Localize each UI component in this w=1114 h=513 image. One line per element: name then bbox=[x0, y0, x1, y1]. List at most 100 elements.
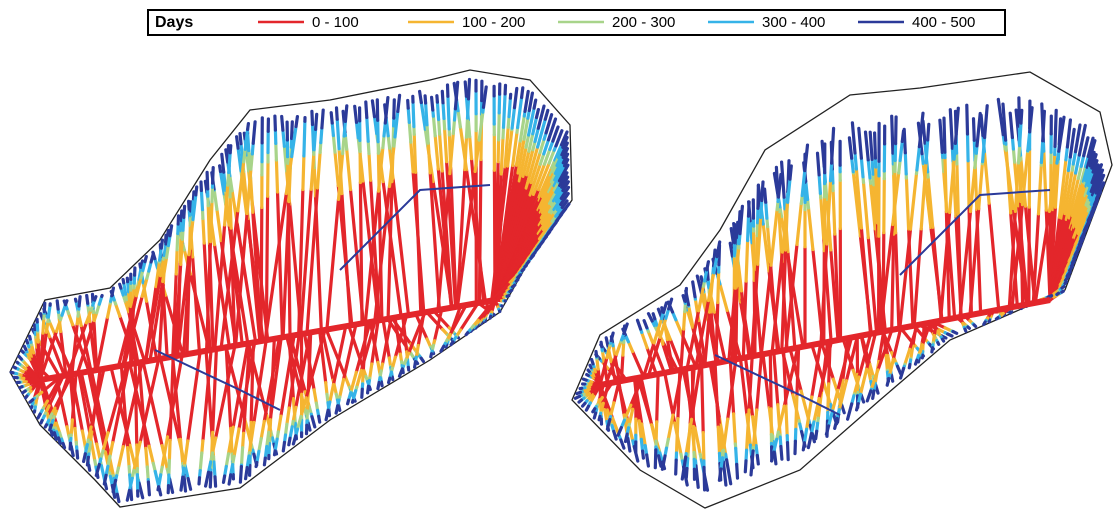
flow-path bbox=[884, 353, 890, 372]
flow-path bbox=[1010, 135, 1016, 151]
flow-path bbox=[330, 121, 335, 138]
flow-path bbox=[137, 265, 143, 281]
flow-path bbox=[966, 159, 971, 208]
flow-path bbox=[108, 441, 115, 458]
flow-path bbox=[368, 362, 374, 380]
flow-path bbox=[386, 134, 392, 150]
flow-path bbox=[702, 268, 709, 283]
flow-path bbox=[897, 158, 902, 175]
flow-path bbox=[181, 215, 186, 232]
flow-path bbox=[288, 425, 294, 440]
flow-path bbox=[524, 145, 540, 190]
flow-path bbox=[423, 94, 428, 105]
flow-path bbox=[390, 355, 397, 370]
flow-path bbox=[349, 370, 358, 394]
flow-path bbox=[717, 423, 724, 453]
flow-path bbox=[1063, 274, 1071, 282]
flow-path bbox=[971, 117, 976, 142]
flow-path bbox=[366, 139, 371, 156]
flow-path bbox=[833, 232, 841, 342]
flow-path bbox=[641, 341, 656, 379]
flow-path bbox=[49, 429, 54, 437]
flow-path bbox=[153, 257, 160, 270]
flow-path bbox=[547, 178, 557, 194]
flow-path bbox=[540, 170, 556, 199]
flow-path bbox=[1076, 164, 1083, 180]
flow-path bbox=[745, 214, 751, 243]
flow-path bbox=[63, 299, 69, 307]
flow-path bbox=[473, 138, 481, 173]
flow-path bbox=[393, 109, 400, 139]
flow-path bbox=[407, 310, 427, 355]
flow-path bbox=[201, 348, 213, 443]
flow-path bbox=[968, 207, 981, 317]
flow-path bbox=[254, 460, 259, 469]
flow-path bbox=[833, 416, 839, 430]
flow-path bbox=[540, 210, 552, 226]
flow-path bbox=[24, 394, 29, 400]
flow-path bbox=[331, 324, 348, 387]
flow-path bbox=[1009, 211, 1019, 308]
flow-path bbox=[687, 305, 695, 329]
legend-label: 0 - 100 bbox=[312, 14, 359, 31]
flow-path bbox=[639, 375, 654, 427]
flow-path bbox=[291, 434, 298, 446]
flow-path bbox=[355, 368, 363, 389]
flow-path bbox=[287, 332, 301, 410]
flow-path bbox=[556, 145, 565, 159]
flow-path bbox=[139, 259, 144, 269]
flow-path bbox=[234, 211, 249, 348]
flow-path bbox=[536, 211, 554, 236]
flow-path bbox=[1084, 164, 1092, 183]
flow-path bbox=[907, 362, 912, 370]
flow-path bbox=[661, 342, 674, 374]
flow-path bbox=[44, 319, 50, 334]
flow-path bbox=[784, 404, 789, 438]
flow-path bbox=[713, 361, 720, 429]
flow-path bbox=[320, 108, 325, 130]
flow-path bbox=[555, 153, 564, 168]
flow-path bbox=[930, 346, 935, 354]
flow-path bbox=[610, 416, 621, 436]
flow-path bbox=[551, 185, 564, 203]
flow-path bbox=[537, 219, 554, 241]
flow-path bbox=[547, 199, 558, 214]
flow-path bbox=[345, 147, 353, 192]
flow-path bbox=[290, 120, 294, 141]
flow-path bbox=[919, 161, 928, 231]
flow-path bbox=[1066, 155, 1072, 173]
flow-path bbox=[28, 398, 35, 404]
flow-path bbox=[284, 155, 294, 196]
flow-path bbox=[481, 85, 488, 109]
flow-path bbox=[926, 175, 935, 229]
flow-path bbox=[147, 444, 155, 465]
flow-path bbox=[244, 465, 249, 481]
flow-path bbox=[782, 346, 800, 408]
flow-path bbox=[236, 146, 243, 173]
flow-path bbox=[1016, 144, 1022, 165]
flow-path bbox=[201, 216, 206, 245]
flow-path bbox=[238, 132, 243, 146]
flow-path bbox=[852, 375, 861, 396]
flow-path bbox=[1076, 209, 1090, 236]
flow-path bbox=[9, 370, 15, 375]
flow-path bbox=[861, 180, 870, 240]
flow-path bbox=[121, 277, 126, 285]
flow-path bbox=[250, 141, 255, 156]
flow-path bbox=[36, 412, 42, 420]
flow-path bbox=[503, 125, 510, 169]
flow-path bbox=[866, 158, 872, 180]
legend-items: 0 - 100 100 - 200 200 - 300 300 - 400 400 - … bbox=[258, 14, 975, 31]
flow-path bbox=[958, 209, 973, 319]
flow-path bbox=[245, 167, 253, 216]
flow-path bbox=[186, 476, 193, 491]
flow-path bbox=[247, 420, 256, 455]
flow-path bbox=[542, 147, 552, 166]
flow-path bbox=[788, 347, 803, 393]
flow-path bbox=[69, 418, 75, 437]
flow-path bbox=[353, 104, 359, 124]
flow-path bbox=[544, 113, 554, 135]
flow-path bbox=[540, 188, 556, 215]
flow-path bbox=[828, 161, 834, 183]
